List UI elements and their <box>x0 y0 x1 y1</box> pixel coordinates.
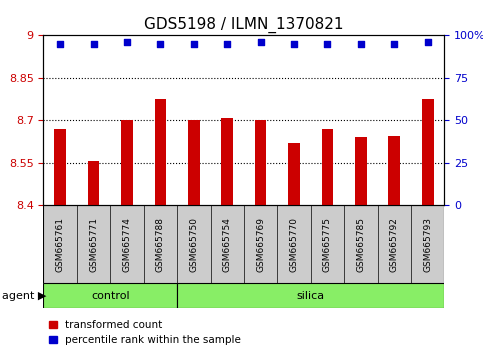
Bar <box>388 136 400 205</box>
Legend: transformed count, percentile rank within the sample: transformed count, percentile rank withi… <box>49 320 241 345</box>
Text: GSM665761: GSM665761 <box>56 217 65 272</box>
Bar <box>121 120 133 205</box>
Bar <box>43 283 177 308</box>
Title: GDS5198 / ILMN_1370821: GDS5198 / ILMN_1370821 <box>144 16 344 33</box>
Bar <box>88 161 99 205</box>
Point <box>390 41 398 47</box>
Point <box>290 41 298 47</box>
Bar <box>221 118 233 205</box>
Point <box>257 39 265 45</box>
Text: GSM665775: GSM665775 <box>323 217 332 272</box>
Bar <box>188 120 199 205</box>
Point <box>324 41 331 47</box>
Text: GSM665769: GSM665769 <box>256 217 265 272</box>
Point <box>357 41 365 47</box>
Point <box>57 41 64 47</box>
Point <box>223 41 231 47</box>
Text: GSM665793: GSM665793 <box>423 217 432 272</box>
Text: control: control <box>91 291 129 301</box>
Text: agent ▶: agent ▶ <box>2 291 47 301</box>
Bar <box>54 129 66 205</box>
Text: GSM665785: GSM665785 <box>356 217 365 272</box>
Text: GSM665750: GSM665750 <box>189 217 199 272</box>
Point <box>156 41 164 47</box>
Text: GSM665788: GSM665788 <box>156 217 165 272</box>
Bar <box>155 99 166 205</box>
Point <box>190 41 198 47</box>
Bar <box>288 143 300 205</box>
Text: GSM665771: GSM665771 <box>89 217 98 272</box>
Point <box>90 41 98 47</box>
Text: GSM665770: GSM665770 <box>289 217 298 272</box>
Bar <box>255 120 267 205</box>
Point <box>123 39 131 45</box>
Bar <box>422 99 434 205</box>
Text: GSM665754: GSM665754 <box>223 217 232 272</box>
Text: silica: silica <box>297 291 325 301</box>
Text: GSM665774: GSM665774 <box>123 217 131 272</box>
Point <box>424 39 431 45</box>
Bar <box>322 129 333 205</box>
Bar <box>177 283 444 308</box>
Bar <box>355 137 367 205</box>
Text: GSM665792: GSM665792 <box>390 217 399 272</box>
